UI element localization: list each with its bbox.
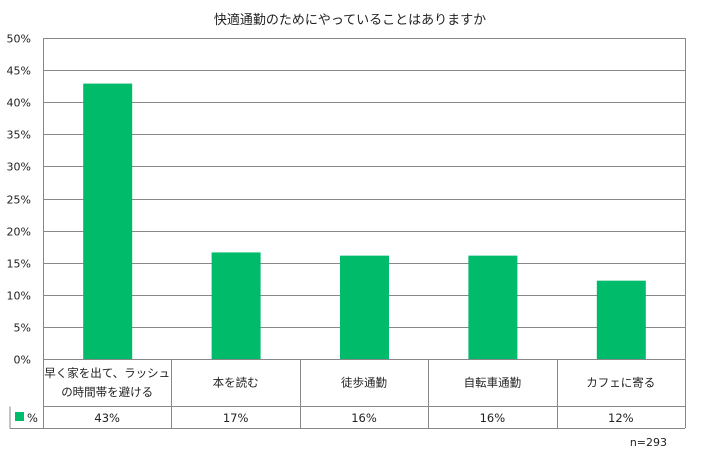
data-label: 16% [351, 411, 377, 425]
data-label: 16% [480, 411, 506, 425]
category-label: 自転車通勤 [464, 376, 522, 390]
y-tick-label: 15% [7, 258, 31, 271]
y-tick-label: 45% [7, 65, 31, 78]
y-tick-label: 35% [7, 129, 31, 142]
bar [83, 83, 133, 359]
y-tick-label: 20% [7, 226, 31, 239]
y-tick-label: 30% [7, 161, 31, 174]
legend-label: % [27, 411, 38, 425]
y-tick-label: 5% [14, 322, 31, 335]
y-tick-label: 0% [14, 354, 31, 367]
chart-title: 快適通勤のためにやっていることはありますか [214, 12, 486, 28]
y-tick-label: 10% [7, 290, 31, 303]
category-label: の時間帯を避ける [61, 385, 153, 399]
legend-swatch [15, 412, 24, 421]
y-tick-label: 40% [7, 97, 31, 110]
data-label: 43% [94, 411, 120, 425]
data-label: 12% [608, 411, 634, 425]
bar [468, 255, 518, 359]
category-label: 早く家を出て、ラッシュ [44, 366, 170, 380]
y-tick-label: 50% [7, 33, 31, 46]
sample-size-note: n=293 [630, 436, 667, 449]
category-label: 徒歩通勤 [341, 376, 387, 390]
category-label: 本を読む [213, 376, 259, 390]
category-label: カフェに寄る [586, 376, 655, 390]
bar [596, 280, 646, 359]
y-tick-label: 25% [7, 194, 31, 207]
bar [340, 255, 389, 359]
data-label: 17% [223, 411, 249, 425]
bar [211, 252, 261, 359]
